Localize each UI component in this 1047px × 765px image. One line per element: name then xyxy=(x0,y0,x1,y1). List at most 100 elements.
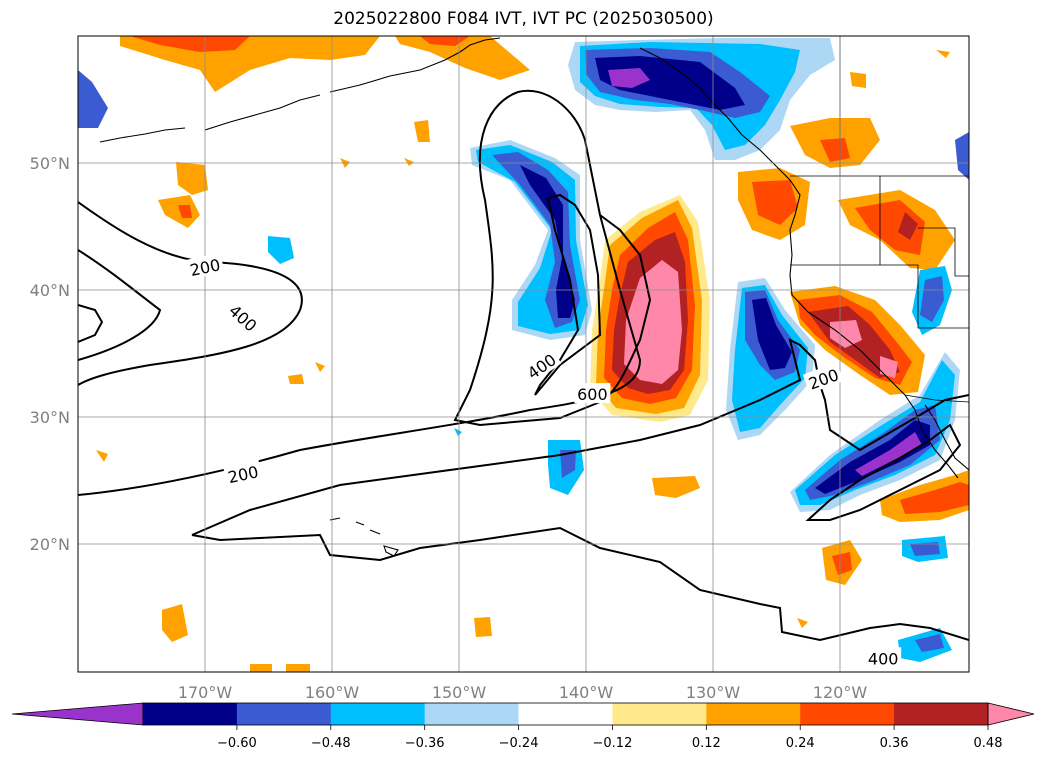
colorbar-label: −0.36 xyxy=(405,736,445,751)
positive-anomaly-small10 xyxy=(288,374,304,384)
colorbar-extension-high xyxy=(987,702,1035,726)
positive-anomaly-small2-core xyxy=(178,205,192,218)
colorbar-segment xyxy=(330,703,426,725)
contour-200-south xyxy=(191,338,969,536)
positive-anomaly-mexico-core xyxy=(900,482,969,514)
colorbar-segment xyxy=(143,703,238,725)
colorbar-label: −0.48 xyxy=(311,736,351,751)
positive-anomaly-interior-max xyxy=(898,212,918,240)
contour-600-west xyxy=(78,304,104,343)
border-mexico xyxy=(904,394,969,403)
lon-tick-label: 120°W xyxy=(813,683,868,702)
negative-anomaly-interior-core xyxy=(920,276,944,322)
contour-label-bg xyxy=(865,647,902,668)
colorbar-frame xyxy=(142,702,989,726)
lon-tick-label: 160°W xyxy=(305,683,360,702)
negative-anomaly-subtropical-deep xyxy=(815,420,930,494)
alaska-coastline xyxy=(329,37,501,93)
map-area xyxy=(78,36,969,672)
bc-coastline xyxy=(639,47,801,256)
contour-label-bg xyxy=(802,362,844,394)
positive-anomaly-small16 xyxy=(936,50,950,58)
gridlines xyxy=(78,36,969,672)
positive-anomaly-small14 xyxy=(404,158,414,166)
contour-southeast-loop xyxy=(805,423,962,521)
negative-anomaly-southeast-core xyxy=(915,634,944,652)
negative-anomaly-south-core xyxy=(910,542,940,556)
positive-anomaly-south-core xyxy=(832,552,852,575)
lon-tick-label: 140°W xyxy=(559,683,614,702)
lat-tick-label: 30°N xyxy=(30,408,70,427)
contour-label-group: 400 xyxy=(865,647,902,668)
latitude-labels: 50°N 40°N 30°N 20°N xyxy=(30,154,70,554)
ivt-contours xyxy=(78,89,969,642)
longitude-labels: 170°W 160°W 150°W 140°W 130°W 120°W xyxy=(178,683,868,702)
positive-anomaly-small8 xyxy=(250,664,272,672)
baja-east-coastline xyxy=(924,404,969,471)
colorbar-label: 0.48 xyxy=(974,736,1003,751)
positive-anomaly-california-max2 xyxy=(880,356,898,378)
ivt-pc-shading xyxy=(78,36,969,672)
lon-tick-label: 130°W xyxy=(686,683,741,702)
positive-anomaly-small1 xyxy=(176,162,208,195)
positive-anomaly-north-core xyxy=(130,36,250,52)
contour-200-main xyxy=(78,89,652,496)
positive-anomaly-small4 xyxy=(850,72,866,88)
colorbar-segment xyxy=(612,703,707,725)
negative-anomaly-subtropical-min xyxy=(855,432,922,476)
negative-anomaly-small2-core xyxy=(560,450,576,478)
contour-label: 400 xyxy=(868,649,899,668)
positive-anomaly-north2 xyxy=(395,36,530,80)
colorbar-segment xyxy=(800,703,895,725)
aleutian-islands xyxy=(204,94,321,131)
positive-anomaly-north2-core xyxy=(420,36,470,46)
positive-anomaly-small6 xyxy=(162,604,188,642)
contour-label-bg xyxy=(223,459,263,487)
colorbar-segment xyxy=(894,703,989,725)
negative-anomaly-small3 xyxy=(454,428,462,436)
colorbar-label: 0.24 xyxy=(786,736,815,751)
negative-anomaly-northeast xyxy=(955,132,969,180)
negative-anomaly-small1 xyxy=(268,236,294,264)
map-border xyxy=(77,35,970,673)
aleutian-islands-west xyxy=(99,127,186,143)
positive-anomaly-small2 xyxy=(158,195,200,228)
colorbar-segment xyxy=(424,703,520,725)
contour-200-west xyxy=(78,201,303,386)
colorbar-label: −0.60 xyxy=(217,736,257,751)
positive-anomaly-pnw-core xyxy=(820,138,850,162)
negative-anomaly-west xyxy=(78,70,108,128)
contour-label-bg xyxy=(520,346,562,384)
negative-anomaly-gulf-min xyxy=(608,68,650,88)
border-states-1 xyxy=(790,264,969,329)
positive-anomaly-north xyxy=(120,36,380,92)
colorbar-label: −0.24 xyxy=(499,736,539,751)
negative-anomaly-offshore-deep xyxy=(752,298,792,370)
lat-tick-label: 20°N xyxy=(30,535,70,554)
contour-label-bg xyxy=(223,297,264,337)
contour-label-bg xyxy=(574,383,611,404)
contour-label: 600 xyxy=(577,385,608,404)
colorbar-segment xyxy=(706,703,801,725)
us-west-coastline xyxy=(789,254,906,396)
positive-anomaly-california-max xyxy=(830,320,862,348)
lon-tick-label: 170°W xyxy=(178,683,233,702)
colorbar: −0.60 −0.48 −0.36 −0.24 −0.12 0.12 0.24 0.36 0.4… xyxy=(11,702,1035,751)
positive-anomaly-small12 xyxy=(96,450,108,462)
border-states-2 xyxy=(879,176,969,277)
colorbar-label: 0.12 xyxy=(692,736,721,751)
positive-anomaly-bc-core xyxy=(752,180,798,225)
colorbar-segment xyxy=(518,703,613,725)
positive-anomaly-interior-core xyxy=(855,200,925,255)
lon-tick-label: 150°W xyxy=(432,683,487,702)
hawaii-islands xyxy=(329,517,399,557)
negative-anomaly-crescent-deep xyxy=(520,165,575,318)
positive-anomaly-small11 xyxy=(315,362,325,372)
figure-title: 2025022800 F084 IVT, IVT PC (2025030500) xyxy=(333,9,714,29)
colorbar-extension-low xyxy=(11,702,144,726)
contour-label-group: 200 xyxy=(223,459,263,487)
lat-tick-label: 50°N xyxy=(30,154,70,173)
positive-anomaly-small5 xyxy=(652,476,700,498)
